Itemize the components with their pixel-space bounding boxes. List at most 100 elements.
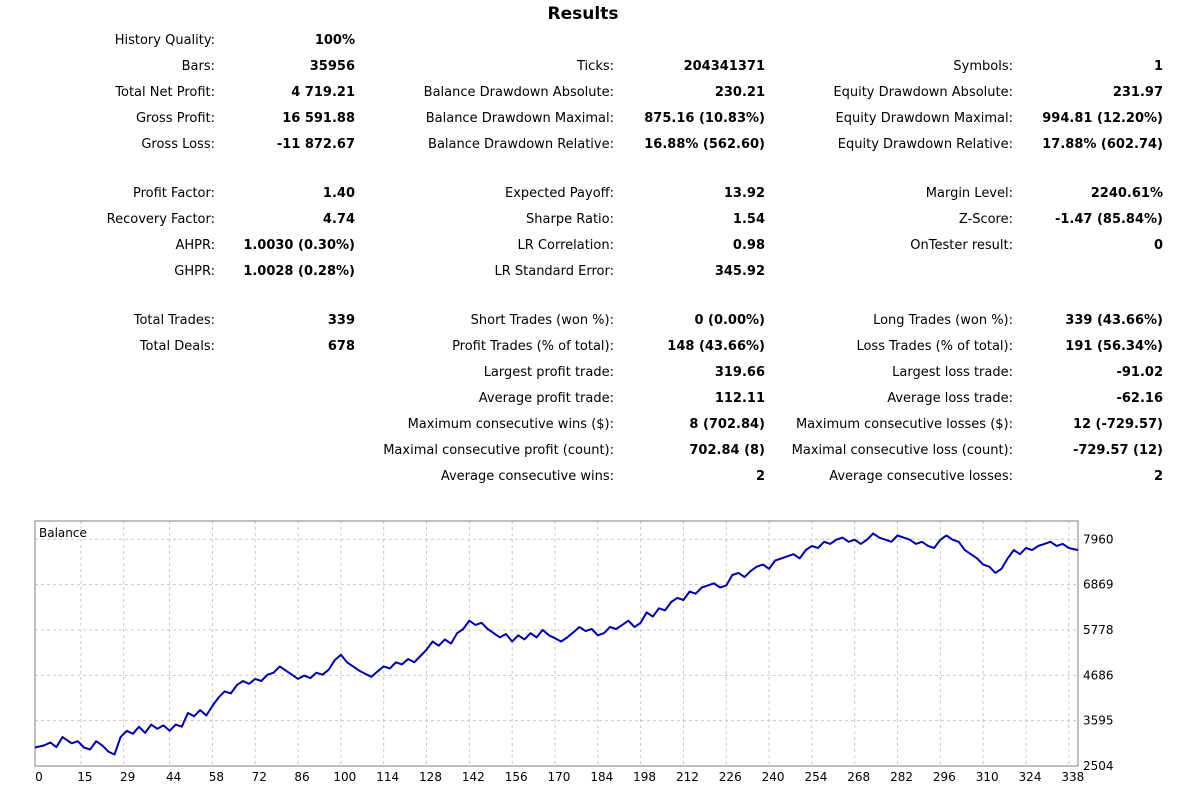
x-tick-label: 338 bbox=[1061, 770, 1084, 784]
x-tick-label: 282 bbox=[890, 770, 913, 784]
stat-label: Gross Loss: bbox=[141, 137, 215, 152]
stat-label: Maximum consecutive losses ($): bbox=[795, 417, 1013, 432]
x-tick-label: 86 bbox=[294, 770, 309, 784]
x-tick-label: 254 bbox=[804, 770, 827, 784]
x-tick-label: 100 bbox=[333, 770, 356, 784]
stat-value: 1.0028 (0.28%) bbox=[243, 264, 355, 279]
stat-label: Average consecutive wins: bbox=[440, 469, 614, 484]
stat-label: Maximum consecutive wins ($): bbox=[407, 417, 614, 432]
stat-label: Profit Factor: bbox=[133, 186, 215, 201]
stat-value: 112.11 bbox=[714, 391, 765, 406]
x-tick-label: 212 bbox=[676, 770, 699, 784]
stat-value: 35956 bbox=[309, 59, 355, 74]
x-tick-label: 184 bbox=[590, 770, 613, 784]
report-title: Results bbox=[547, 4, 619, 24]
stat-label: Profit Trades (% of total): bbox=[452, 339, 614, 354]
x-tick-label: 58 bbox=[209, 770, 224, 784]
stat-value: 994.81 (12.20%) bbox=[1042, 111, 1163, 126]
balance-line bbox=[34, 532, 1079, 756]
stat-value: 0 (0.00%) bbox=[694, 313, 765, 328]
x-tick-label: 142 bbox=[462, 770, 485, 784]
stat-label: Maximal consecutive loss (count): bbox=[791, 443, 1013, 458]
x-tick-label: 324 bbox=[1019, 770, 1042, 784]
stat-label: Total Net Profit: bbox=[115, 85, 215, 100]
stat-value: 16.88% (562.60) bbox=[644, 137, 765, 152]
stat-value: 231.97 bbox=[1112, 85, 1163, 100]
x-tick-label: 240 bbox=[762, 770, 785, 784]
stat-label: Ticks: bbox=[577, 59, 614, 74]
stat-value: 345.92 bbox=[714, 264, 765, 279]
x-tick-label: 170 bbox=[548, 770, 571, 784]
stat-value: -11 872.67 bbox=[276, 137, 355, 152]
stat-value: 1 bbox=[1153, 59, 1163, 74]
stat-value: 1.0030 (0.30%) bbox=[243, 238, 355, 253]
x-tick-label: 226 bbox=[719, 770, 742, 784]
stat-value: -1.47 (85.84%) bbox=[1054, 212, 1163, 227]
stat-value: 319.66 bbox=[714, 365, 765, 380]
stat-label: LR Correlation: bbox=[517, 238, 614, 253]
stat-value: -62.16 bbox=[1116, 391, 1163, 406]
stat-value: 100% bbox=[314, 33, 355, 48]
stat-label: Average consecutive losses: bbox=[829, 469, 1013, 484]
stat-value: 17.88% (602.74) bbox=[1042, 137, 1163, 152]
stat-label: Balance Drawdown Maximal: bbox=[425, 111, 614, 126]
stat-label: Largest loss trade: bbox=[892, 365, 1013, 380]
stat-label: Gross Profit: bbox=[135, 111, 215, 126]
y-tick-label: 5778 bbox=[1083, 623, 1114, 637]
stat-value: 8 (702.84) bbox=[689, 417, 765, 432]
stat-value: 678 bbox=[327, 339, 355, 354]
stat-value: -91.02 bbox=[1116, 365, 1163, 380]
stat-label: Balance Drawdown Relative: bbox=[428, 137, 614, 152]
y-tick-label: 3595 bbox=[1083, 714, 1114, 728]
stat-label: Balance Drawdown Absolute: bbox=[423, 85, 614, 100]
x-tick-label: 114 bbox=[376, 770, 399, 784]
stat-label: LR Standard Error: bbox=[494, 264, 614, 279]
x-tick-label: 310 bbox=[976, 770, 999, 784]
stat-value: 875.16 (10.83%) bbox=[644, 111, 765, 126]
stat-label: History Quality: bbox=[114, 33, 215, 48]
y-tick-label: 6869 bbox=[1083, 578, 1114, 592]
stat-value: 4 719.21 bbox=[291, 85, 355, 100]
stat-label: Average loss trade: bbox=[887, 391, 1013, 406]
stat-value: 339 bbox=[327, 313, 355, 328]
x-tick-label: 0 bbox=[35, 770, 43, 784]
stat-value: 16 591.88 bbox=[282, 111, 355, 126]
stat-label: GHPR: bbox=[174, 264, 215, 279]
stat-value: 1.54 bbox=[732, 212, 765, 227]
stat-label: OnTester result: bbox=[910, 238, 1013, 253]
stat-value: 2240.61% bbox=[1090, 186, 1163, 201]
stat-label: Equity Drawdown Maximal: bbox=[835, 111, 1013, 126]
stat-label: Bars: bbox=[181, 59, 215, 74]
stat-label: Equity Drawdown Absolute: bbox=[833, 85, 1013, 100]
x-tick-label: 296 bbox=[933, 770, 956, 784]
x-tick-label: 15 bbox=[77, 770, 92, 784]
x-tick-label: 156 bbox=[505, 770, 528, 784]
x-tick-label: 29 bbox=[120, 770, 135, 784]
y-tick-label: 7960 bbox=[1083, 532, 1114, 546]
y-tick-label: 2504 bbox=[1083, 759, 1114, 773]
x-tick-label: 268 bbox=[847, 770, 870, 784]
stat-value: 2 bbox=[1153, 469, 1163, 484]
stat-value: 1.40 bbox=[322, 186, 355, 201]
stat-label: Recovery Factor: bbox=[106, 212, 215, 227]
stat-value: 148 (43.66%) bbox=[667, 339, 765, 354]
stat-label: Equity Drawdown Relative: bbox=[837, 137, 1013, 152]
stat-value: 13.92 bbox=[723, 186, 765, 201]
x-tick-label: 72 bbox=[252, 770, 267, 784]
stat-label: Short Trades (won %): bbox=[470, 313, 614, 328]
legend-label: Balance bbox=[39, 526, 87, 540]
stat-value: 339 (43.66%) bbox=[1065, 313, 1163, 328]
stat-label: Z-Score: bbox=[958, 212, 1013, 227]
stat-value: 4.74 bbox=[322, 212, 355, 227]
stat-label: Symbols: bbox=[953, 59, 1013, 74]
stat-value: 204341371 bbox=[683, 59, 765, 74]
stat-value: 702.84 (8) bbox=[689, 443, 765, 458]
x-tick-label: 44 bbox=[166, 770, 181, 784]
plot-frame bbox=[34, 520, 1079, 767]
stat-label: Loss Trades (% of total): bbox=[856, 339, 1013, 354]
stat-label: Maximal consecutive profit (count): bbox=[383, 443, 614, 458]
stat-value: 230.21 bbox=[714, 85, 765, 100]
x-tick-label: 128 bbox=[419, 770, 442, 784]
stat-label: Expected Payoff: bbox=[505, 186, 614, 201]
